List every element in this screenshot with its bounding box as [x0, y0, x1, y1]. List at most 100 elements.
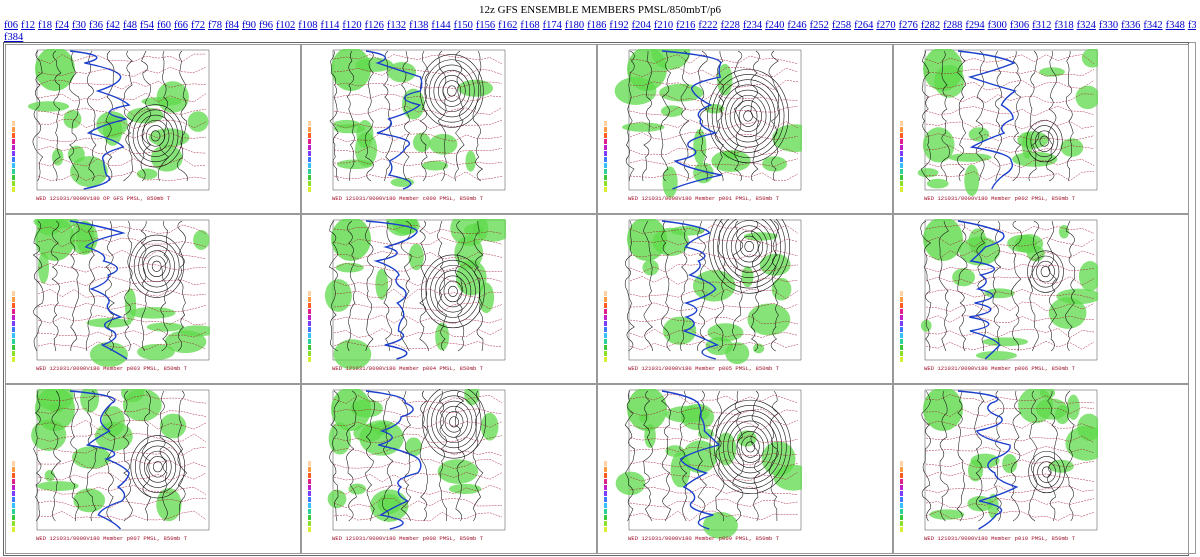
- forecast-hour-link[interactable]: f336: [1121, 20, 1141, 31]
- forecast-hour-link[interactable]: f144: [431, 20, 451, 31]
- weather-map-image: [308, 49, 506, 192]
- forecast-hour-link[interactable]: f78: [208, 20, 222, 31]
- forecast-hour-link[interactable]: f186: [587, 20, 607, 31]
- ensemble-panel[interactable]: WED 121031/0000V180 Member c000 PMSL, 85…: [301, 44, 597, 214]
- forecast-hour-link[interactable]: f300: [987, 20, 1007, 31]
- forecast-hour-link[interactable]: f12: [21, 20, 35, 31]
- panel-caption: WED 121031/0000V180 Member p006 PMSL, 85…: [924, 365, 1076, 372]
- forecast-hour-link[interactable]: f06: [4, 20, 18, 31]
- weather-map-image: [900, 389, 1098, 532]
- forecast-hour-link[interactable]: f180: [564, 20, 585, 31]
- forecast-hour-link[interactable]: f18: [38, 20, 52, 31]
- ensemble-panel[interactable]: WED 121031/0000V180 OP GFS PMSL, 850mb T: [5, 44, 301, 214]
- panel-caption: WED 121031/0000V180 Member p009 PMSL, 85…: [628, 535, 780, 542]
- ensemble-panel[interactable]: WED 121031/0000V180 Member p008 PMSL, 85…: [301, 384, 597, 554]
- forecast-hour-link[interactable]: f342: [1143, 20, 1163, 31]
- forecast-hour-link[interactable]: f216: [676, 20, 696, 31]
- forecast-hour-link[interactable]: f150: [453, 20, 473, 31]
- forecast-hour-link[interactable]: f96: [259, 20, 273, 31]
- ensemble-panel[interactable]: WED 121031/0000V180 Member p004 PMSL, 85…: [301, 214, 597, 384]
- panel-caption: WED 121031/0000V180 OP GFS PMSL, 850mb T: [36, 195, 171, 202]
- forecast-hour-link[interactable]: f156: [475, 20, 496, 31]
- weather-map-image: [308, 219, 506, 369]
- forecast-hour-link[interactable]: f60: [157, 20, 171, 31]
- ensemble-panel[interactable]: WED 121031/0000V180 Member p001 PMSL, 85…: [597, 44, 893, 214]
- panel-caption: WED 121031/0000V180 Member p007 PMSL, 85…: [36, 535, 188, 542]
- nav-row: f06 f12 f18 f24 f30 f36 f42 f48 f54 f60 f66 f72 f78 f…: [4, 20, 1196, 32]
- panel-caption: WED 121031/0000V180 Member p002 PMSL, 85…: [924, 195, 1076, 202]
- weather-map-image: [12, 389, 210, 532]
- forecast-hour-link[interactable]: f282: [920, 20, 941, 31]
- forecast-hour-link[interactable]: f48: [123, 20, 137, 31]
- ensemble-panel[interactable]: WED 121031/0000V180 Member p006 PMSL, 85…: [893, 214, 1189, 384]
- forecast-hour-link[interactable]: f24: [55, 20, 69, 31]
- forecast-hour-link[interactable]: f318: [1054, 20, 1074, 31]
- ensemble-panel[interactable]: WED 121031/0000V180 Member p005 PMSL, 85…: [597, 214, 893, 384]
- forecast-hour-link[interactable]: f324: [1076, 20, 1096, 31]
- panel-caption: WED 121031/0000V180 Member p004 PMSL, 85…: [332, 365, 484, 372]
- forecast-hour-link[interactable]: f162: [498, 20, 518, 31]
- forecast-hour-link[interactable]: f132: [386, 20, 407, 31]
- ensemble-panel[interactable]: WED 121031/0000V180 Member p003 PMSL, 85…: [5, 214, 301, 384]
- forecast-hour-link[interactable]: f66: [174, 20, 188, 31]
- ensemble-panel[interactable]: WED 121031/0000V180 Member p010 PMSL, 85…: [893, 384, 1189, 554]
- forecast-hour-link[interactable]: f36: [89, 20, 103, 31]
- forecast-hour-link[interactable]: f246: [787, 20, 807, 31]
- panel-caption: WED 121031/0000V180 Member p010 PMSL, 85…: [924, 535, 1076, 542]
- forecast-hour-link[interactable]: f108: [298, 20, 318, 31]
- weather-map-image: [604, 389, 802, 539]
- forecast-hour-link[interactable]: f270: [876, 20, 896, 31]
- forecast-hour-link[interactable]: f90: [242, 20, 256, 31]
- ensemble-panel[interactable]: WED 121031/0000V180 Member p009 PMSL, 85…: [597, 384, 893, 554]
- forecast-hour-link[interactable]: f210: [653, 20, 674, 31]
- panel-caption: WED 121031/0000V180 Member p001 PMSL, 85…: [628, 195, 780, 202]
- forecast-hour-link[interactable]: f84: [225, 20, 239, 31]
- forecast-hour-link[interactable]: f174: [542, 20, 562, 31]
- forecast-hour-link[interactable]: f288: [943, 20, 963, 31]
- weather-map-image: [604, 219, 802, 365]
- panel-caption: WED 121031/0000V180 Member c000 PMSL, 85…: [332, 195, 484, 202]
- forecast-hour-link[interactable]: f42: [106, 20, 120, 31]
- forecast-hour-link[interactable]: f240: [765, 20, 785, 31]
- forecast-hour-link[interactable]: f384: [4, 32, 24, 43]
- ensemble-panel-grid: WED 121031/0000V180 OP GFS PMSL, 850mb T…: [3, 42, 1189, 556]
- forecast-hour-link[interactable]: f114: [320, 20, 340, 31]
- ensemble-panel[interactable]: WED 121031/0000V180 Member p007 PMSL, 85…: [5, 384, 301, 554]
- weather-map-image: [12, 49, 210, 192]
- forecast-hour-link[interactable]: f294: [965, 20, 985, 31]
- forecast-hour-link[interactable]: f30: [72, 20, 86, 31]
- forecast-hour-link[interactable]: f126: [364, 20, 384, 31]
- forecast-hour-link[interactable]: f168: [520, 20, 540, 31]
- weather-map-image: [604, 49, 802, 198]
- right-frame-strip: [1189, 42, 1196, 554]
- weather-map-image: [308, 389, 506, 532]
- panel-caption: WED 121031/0000V180 Member p005 PMSL, 85…: [628, 365, 780, 372]
- forecast-hour-link[interactable]: f204: [631, 20, 651, 31]
- forecast-hour-nav: f06 f12 f18 f24 f30 f36 f42 f48 f54 f60 f66 f72 f78 f…: [4, 20, 1196, 44]
- forecast-hour-link[interactable]: f192: [609, 20, 629, 31]
- forecast-hour-link[interactable]: f228: [720, 20, 740, 31]
- forecast-hour-link[interactable]: f354: [1187, 20, 1196, 31]
- weather-map-image: [900, 49, 1098, 197]
- nav-row: f384: [4, 32, 1196, 44]
- forecast-hour-link[interactable]: f312: [1032, 20, 1052, 31]
- forecast-hour-link[interactable]: f54: [140, 20, 154, 31]
- forecast-hour-link[interactable]: f258: [831, 20, 852, 31]
- forecast-hour-link[interactable]: f264: [854, 20, 874, 31]
- forecast-hour-link[interactable]: f306: [1009, 20, 1030, 31]
- ensemble-panel[interactable]: WED 121031/0000V180 Member p002 PMSL, 85…: [893, 44, 1189, 214]
- forecast-hour-link[interactable]: f138: [409, 20, 429, 31]
- forecast-hour-link[interactable]: f102: [276, 20, 296, 31]
- page-title: 12z GFS ENSEMBLE MEMBERS PMSL/850mbT/p6: [478, 4, 722, 16]
- forecast-hour-link[interactable]: f120: [342, 20, 362, 31]
- weather-map-image: [900, 219, 1098, 362]
- forecast-hour-link[interactable]: f252: [809, 20, 829, 31]
- forecast-hour-link[interactable]: f348: [1165, 20, 1185, 31]
- forecast-hour-link[interactable]: f234: [742, 20, 763, 31]
- panel-caption: WED 121031/0000V180 Member p003 PMSL, 85…: [36, 365, 188, 372]
- forecast-hour-link[interactable]: f222: [698, 20, 718, 31]
- forecast-hour-link[interactable]: f276: [898, 20, 918, 31]
- forecast-hour-link[interactable]: f72: [191, 20, 205, 31]
- panel-caption: WED 121031/0000V180 Member p008 PMSL, 85…: [332, 535, 484, 542]
- forecast-hour-link[interactable]: f330: [1098, 20, 1119, 31]
